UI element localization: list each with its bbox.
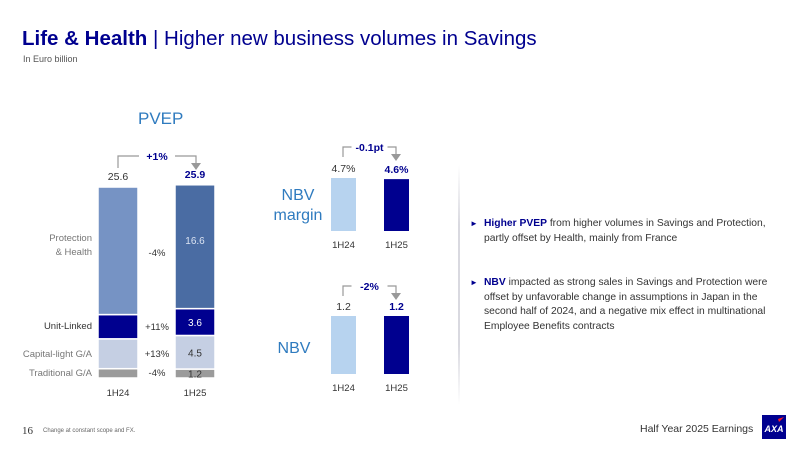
nbv-margin-bar-1H25 xyxy=(384,179,409,231)
footer-event-title: Half Year 2025 Earnings xyxy=(640,423,754,435)
pvep-segment-change-label: +13% xyxy=(145,349,170,360)
nbv-change-bracket-label-bg xyxy=(351,278,388,294)
bullet-pvep: ► Higher PVEP from higher volumes in Sav… xyxy=(470,217,774,246)
nbv-bar-1H24 xyxy=(331,316,356,374)
triangle-bullet-icon: ► xyxy=(470,219,478,228)
pvep-segment-label: Unit-Linked xyxy=(44,321,92,332)
nbv-period-label: 1H24 xyxy=(332,383,355,394)
nbv-margin-period-label: 1H25 xyxy=(385,240,408,251)
pvep-segment-label: Capital-light G/A xyxy=(23,349,93,360)
nbv-margin-change-bracket-label: -0.1pt xyxy=(355,142,384,154)
pvep-bar-1H24-protection-health xyxy=(97,186,139,316)
axa-logo: AXA xyxy=(762,415,786,439)
pvep-value-label: 4.5 xyxy=(188,348,202,359)
pvep-bar-1H25-capital-light-g-a xyxy=(174,334,216,370)
pvep-period-label: 1H24 xyxy=(107,388,130,399)
nbv-margin-label: NBV margin xyxy=(270,186,326,226)
nbv-margin-chart: 4.7% 1H24 4.6% 1H25 -0.1pt xyxy=(331,139,409,251)
nbv-margin-label-line-1: NBV xyxy=(281,187,315,204)
pvep-change-bracket: +1% xyxy=(117,148,201,170)
nbv-margin-value-label: 4.6% xyxy=(385,164,410,176)
pvep-bar-1H24-unit-linked xyxy=(97,313,139,340)
nbv-margin-change-bracket: -0.1pt xyxy=(342,139,401,161)
pvep-chart-title: PVEP xyxy=(138,109,184,128)
pvep-bar-1H25-protection-health xyxy=(174,184,216,310)
nbv-bar-1H25 xyxy=(384,316,409,374)
title-separator: | xyxy=(147,27,165,50)
pvep-bar-1H24-capital-light-g-a xyxy=(97,338,139,370)
pvep-segment-label: Protection & Health xyxy=(49,233,92,258)
title-text: Higher new business volumes in Savings xyxy=(164,27,537,50)
pvep-segment-change-label: -4% xyxy=(149,248,166,259)
pvep-change-bracket-label: +1% xyxy=(146,151,168,163)
nbv-chart: 1.2 1H24 1.2 1H25 -2% xyxy=(331,278,409,394)
pvep-value-label: 1.2 xyxy=(188,370,202,381)
nbv-margin-bar-1H24 xyxy=(331,178,356,231)
pvep-change-bracket-label-bg xyxy=(139,148,175,164)
nbv-change-bracket: -2% xyxy=(342,278,401,300)
nbv-margin-period-label: 1H24 xyxy=(332,240,355,251)
bullet-nbv-text: impacted as strong sales in Savings and … xyxy=(484,277,768,332)
nbv-value-label: 1.2 xyxy=(336,301,351,313)
svg-text:AXA: AXA xyxy=(763,424,783,434)
nbv-change-bracket-label: -2% xyxy=(360,281,379,293)
bullet-pvep-bold: Higher PVEP xyxy=(484,218,547,229)
pvep-bar-1H24-traditional-g-a xyxy=(97,367,139,379)
nbv-margin-change-bracket-arrow-icon xyxy=(391,154,401,161)
pvep-segment-change-label: +11% xyxy=(145,322,169,333)
pvep-total-label: 25.9 xyxy=(185,169,206,181)
page-title: Life & Health | Higher new business volu… xyxy=(22,27,537,50)
page-number: 16 xyxy=(22,425,33,437)
pvep-value-label: 3.6 xyxy=(188,318,202,329)
section-divider xyxy=(458,165,460,405)
triangle-bullet-icon: ► xyxy=(470,278,478,287)
nbv-margin-value-label: 4.7% xyxy=(332,163,356,175)
pvep-change-bracket-arrow-icon xyxy=(191,163,201,170)
pvep-chart: 25.6 1H24 1.2 4.5 3.6 16.6 25.9 1H25 Protection &… xyxy=(23,148,216,399)
pvep-period-label: 1H25 xyxy=(184,388,207,399)
nbv-margin-change-bracket-label-bg xyxy=(351,139,388,155)
bullet-nbv-bold: NBV xyxy=(484,277,506,288)
pvep-bar-1H25-unit-linked xyxy=(174,307,216,337)
nbv-margin-label-line-2: margin xyxy=(273,207,323,224)
nbv-period-label: 1H25 xyxy=(385,383,408,394)
nbv-change-bracket-arrow-icon xyxy=(391,293,401,300)
nbv-label: NBV xyxy=(277,340,311,357)
nbv-value-label: 1.2 xyxy=(389,301,404,313)
bullet-pvep-text: from higher volumes in Savings and Prote… xyxy=(484,218,766,244)
pvep-value-label: 16.6 xyxy=(185,236,205,247)
pvep-segment-label: Traditional G/A xyxy=(29,368,93,379)
bullet-nbv: ► NBV impacted as strong sales in Saving… xyxy=(470,276,774,334)
pvep-total-label: 25.6 xyxy=(108,171,129,183)
page-subtitle: In Euro billion xyxy=(23,54,78,64)
footnote: Change at constant scope and FX. xyxy=(43,428,136,434)
pvep-segment-change-label: -4% xyxy=(149,368,166,379)
